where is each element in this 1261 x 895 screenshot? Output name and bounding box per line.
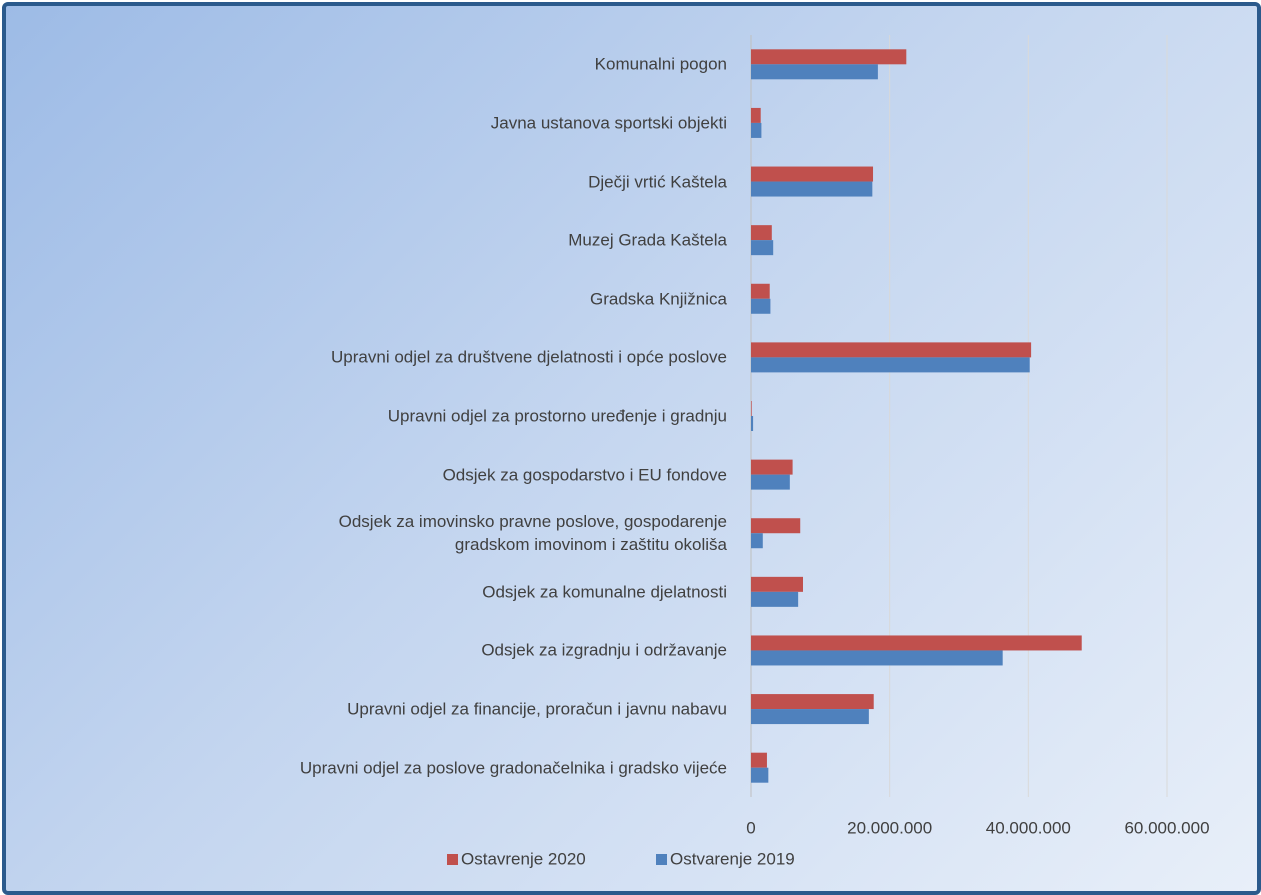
y-tick-label: Gradska Knjižnica [589,289,727,309]
bar [751,459,793,475]
bar [751,474,790,490]
bar [751,416,754,431]
x-tick-label: 40.000.000 [986,818,1071,837]
legend-label: Ostavrenje 2020 [461,849,586,868]
y-tick-label: Odsjek za izgradnju i održavanje [481,640,727,660]
y-tick-label: Upravni odjel za prostorno uređenje i gr… [387,406,727,426]
bar [751,181,873,197]
bar [751,357,1030,373]
bar [751,49,907,65]
y-tick-label: Upravni odjel za financije, proračun i j… [347,699,727,719]
bar [751,283,770,299]
bar [751,635,1082,651]
bar [751,122,762,138]
bar [751,694,874,710]
y-tick-label: Odsjek za komunalne djelatnosti [482,582,727,602]
bar [751,166,874,182]
y-tick-label: Upravni odjel za poslove gradonačelnika … [299,758,727,778]
bar [751,533,763,549]
legend-swatch [656,854,667,865]
bar [751,752,767,768]
bar [751,298,771,314]
x-tick-label: 0 [746,818,755,837]
y-tick-label: Komunalni pogon [594,54,727,74]
y-tick-label: Odsjek za gospodarstvo i EU fondove [442,465,727,485]
bar [751,64,878,80]
y-tick-label: Upravni odjel za društvene djelatnosti i… [331,347,727,367]
bar [751,767,769,783]
y-tick-label: Dječji vrtić Kaštela [588,172,727,192]
bar [751,107,761,123]
bar [751,401,752,416]
x-tick-label: 60.000.000 [1124,818,1209,837]
legend-swatch [447,854,458,865]
bar [751,709,869,725]
legend-label: Ostvarenje 2019 [670,849,795,868]
y-tick-label: Odsjek za imovinsko pravne poslove, gosp… [338,512,727,555]
y-tick-label: Javna ustanova sportski objekti [490,113,727,133]
bar [751,342,1032,358]
bar [751,225,772,241]
bar [751,240,774,256]
bar [751,518,801,534]
bar [751,650,1003,666]
y-tick-label: Muzej Grada Kaštela [568,230,727,250]
bar [751,591,799,607]
x-tick-label: 20.000.000 [847,818,932,837]
bar [751,576,803,592]
